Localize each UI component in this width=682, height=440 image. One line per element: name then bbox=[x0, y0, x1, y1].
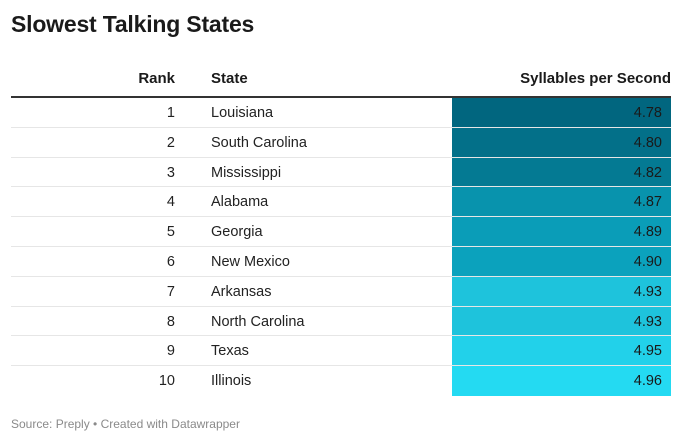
table-row: 10 Illinois 4.96 bbox=[11, 366, 671, 396]
rank-cell: 7 bbox=[166, 283, 175, 300]
value-cell: 4.80 bbox=[633, 134, 662, 151]
state-cell: North Carolina bbox=[211, 313, 305, 330]
rank-cell: 6 bbox=[166, 253, 175, 270]
chart-title: Slowest Talking States bbox=[11, 11, 255, 37]
value-cell: 4.89 bbox=[633, 224, 662, 241]
value-heat-cell: 4.93 bbox=[452, 306, 671, 336]
value-heat-cell: 4.96 bbox=[452, 366, 671, 396]
header-rank[interactable]: Rank bbox=[138, 70, 175, 87]
table-row: 4 Alabama 4.87 bbox=[11, 187, 671, 218]
value-heat-cell: 4.93 bbox=[452, 276, 671, 306]
table-row: 3 Mississippi 4.82 bbox=[11, 157, 671, 188]
value-cell: 4.90 bbox=[633, 253, 662, 270]
header-syllables-per-second[interactable]: Syllables per Second bbox=[520, 70, 671, 87]
table-row: 1 Louisiana 4.78 bbox=[11, 98, 671, 128]
value-cell: 4.82 bbox=[633, 164, 662, 181]
source-note: Source: Preply • Created with Datawrappe… bbox=[11, 417, 240, 431]
value-heat-cell: 4.80 bbox=[452, 127, 671, 157]
value-heat-cell: 4.87 bbox=[452, 187, 671, 217]
state-cell: Louisiana bbox=[211, 105, 274, 121]
value-heat-cell: 4.95 bbox=[452, 336, 671, 366]
table-row: 9 Texas 4.95 bbox=[11, 336, 671, 367]
state-cell: Arkansas bbox=[211, 283, 272, 300]
state-cell: Illinois bbox=[211, 373, 252, 390]
table-row: 7 Arkansas 4.93 bbox=[11, 276, 671, 307]
value-cell: 4.93 bbox=[633, 313, 662, 330]
rank-cell: 9 bbox=[166, 343, 175, 360]
table-header: Rank State Syllables per Second bbox=[11, 62, 671, 98]
state-cell: Mississippi bbox=[211, 164, 282, 181]
state-cell: Alabama bbox=[211, 194, 269, 211]
value-heat-cell: 4.82 bbox=[452, 157, 671, 187]
rank-cell: 8 bbox=[166, 313, 175, 330]
value-heat-cell: 4.78 bbox=[452, 98, 671, 127]
rank-cell: 2 bbox=[166, 134, 175, 151]
value-cell: 4.87 bbox=[633, 194, 662, 211]
state-cell: South Carolina bbox=[211, 134, 307, 151]
rank-cell: 3 bbox=[166, 164, 175, 181]
data-table: Rank State Syllables per Second 1 Louisia… bbox=[11, 62, 671, 396]
header-state[interactable]: State bbox=[211, 70, 248, 87]
rank-cell: 10 bbox=[158, 373, 175, 390]
value-heat-cell: 4.89 bbox=[452, 217, 671, 246]
state-cell: Texas bbox=[211, 343, 249, 360]
table-body: 1 Louisiana 4.78 2 South Carolina 4.80 3 Missis… bbox=[11, 98, 671, 396]
value-heat-cell: 4.90 bbox=[452, 246, 671, 276]
table-row: 8 North Carolina 4.93 bbox=[11, 306, 671, 337]
table-row: 6 New Mexico 4.90 bbox=[11, 246, 671, 277]
table-row: 2 South Carolina 4.80 bbox=[11, 127, 671, 158]
value-cell: 4.95 bbox=[633, 343, 662, 360]
rank-cell: 5 bbox=[166, 224, 175, 241]
state-cell: New Mexico bbox=[211, 253, 290, 270]
value-cell: 4.96 bbox=[633, 373, 662, 390]
value-cell: 4.93 bbox=[633, 283, 662, 300]
state-cell: Georgia bbox=[211, 224, 263, 241]
table-row: 5 Georgia 4.89 bbox=[11, 217, 671, 247]
rank-cell: 1 bbox=[166, 105, 175, 121]
value-cell: 4.78 bbox=[633, 105, 662, 121]
rank-cell: 4 bbox=[166, 194, 175, 211]
